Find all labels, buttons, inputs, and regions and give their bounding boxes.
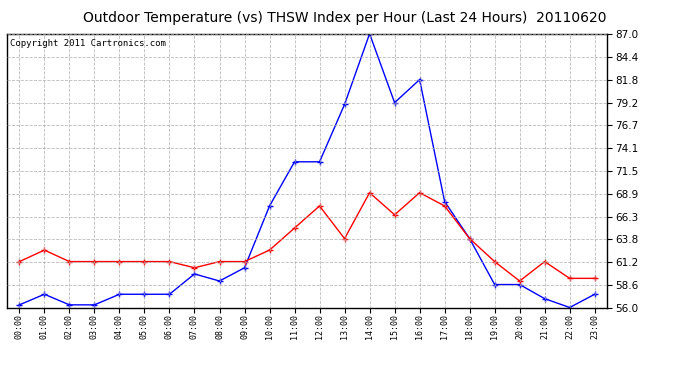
Text: Copyright 2011 Cartronics.com: Copyright 2011 Cartronics.com xyxy=(10,39,166,48)
Text: Outdoor Temperature (vs) THSW Index per Hour (Last 24 Hours)  20110620: Outdoor Temperature (vs) THSW Index per … xyxy=(83,11,607,25)
